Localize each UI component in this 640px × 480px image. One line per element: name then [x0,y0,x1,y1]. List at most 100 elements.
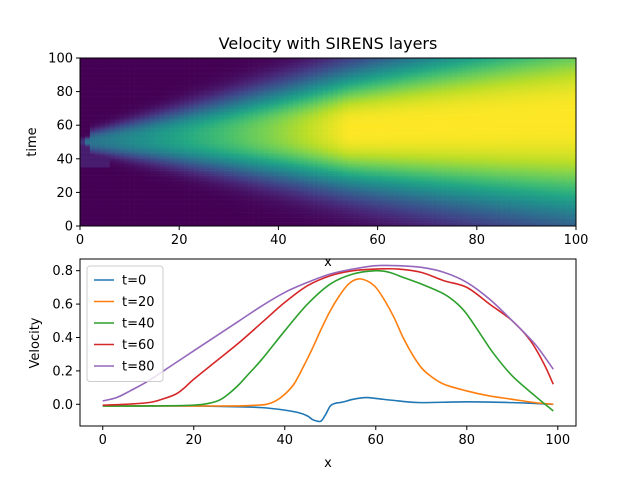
heatmap-cell [258,209,264,212]
heatmap-cell [94,61,101,64]
heatmap-cell [313,101,319,104]
heatmap-cell [139,106,145,109]
heatmap-cell [184,192,190,195]
heatmap-cell [169,168,175,171]
heatmap-cell [318,160,324,163]
heatmap-cell [144,76,150,79]
heatmap-cell [258,145,264,148]
heatmap-cell [179,111,185,114]
heatmap-cell [283,177,289,180]
heatmap-cell [298,140,304,143]
heatmap-cell [139,118,145,121]
heatmap-cell [288,219,294,222]
heatmap-cell [169,81,175,84]
heatmap-cell [283,123,289,126]
heatmap-cell [204,207,210,210]
heatmap-cell [149,217,155,220]
heatmap-cell [313,162,319,165]
heatmap-cell [243,66,249,69]
heatmap-cell [109,118,116,121]
heatmap-cell [268,199,274,202]
heatmap-cell [119,116,125,119]
heatmap-cell [298,88,304,91]
heatmap-cell [248,199,254,202]
heatmap-cell [99,217,106,220]
heatmap-cell [313,189,319,192]
heatmap-cell [283,217,289,220]
heatmap-cell [318,192,324,195]
heatmap-cell [119,165,125,168]
heatmap-cell [308,61,314,64]
heatmap-cell [313,219,319,222]
heatmap-cell [80,177,86,180]
heatmap-cell [169,220,175,223]
heatmap-cell [263,224,269,227]
heatmap-cell [94,190,101,193]
heatmap-cell [278,64,284,67]
heatmap-cell [144,162,150,165]
heatmap-cell [313,81,319,84]
heatmap-cell [164,147,170,150]
heatmap-cell [228,143,235,146]
heatmap-cell [184,199,190,202]
heatmap-cell [283,110,289,113]
heatmap-cell [104,130,111,133]
heatmap-cell [208,63,215,66]
heatmap-cell [179,66,185,69]
heatmap-cell [124,167,130,170]
heatmap-cell [263,158,269,161]
heatmap-cell [169,61,175,64]
heatmap-cell [144,91,150,94]
heatmap-cell [228,217,235,220]
heatmap-cell [134,83,140,86]
heatmap-cell [218,64,225,67]
heatmap-cell [238,69,244,72]
heatmap-cell [278,158,284,161]
heatmap-cell [253,128,259,131]
heatmap-cell [164,121,170,124]
heatmap-cell [189,69,195,72]
heatmap-cell [278,66,284,69]
heatmap-cell [223,66,230,69]
heatmap-cell [238,78,244,81]
heatmap-cell [94,207,101,210]
heatmap-cell [223,190,230,193]
heatmap-cell [253,111,259,114]
heatmap-cell [114,199,120,202]
heatmap-cell [258,200,264,203]
heatmap-cell [134,178,140,181]
heatmap-cell [84,120,91,123]
heatmap-cell [218,69,225,72]
heatmap-cell [119,106,125,109]
heatmap-cell [139,170,145,173]
heatmap-cell [308,217,314,220]
heatmap-cell [174,126,180,129]
heatmap-cell [208,89,215,92]
heatmap-cell [129,73,135,76]
heatmap-cell [154,98,160,101]
heatmap-cell [293,61,299,64]
heatmap-cell [144,135,150,138]
heatmap-cell [233,184,240,186]
heatmap-cell [194,59,200,62]
heatmap-cell [179,59,185,62]
heatmap-cell [169,118,175,121]
heatmap-cell [164,152,170,155]
heatmap-cell [154,84,160,87]
heatmap-cell [179,94,185,97]
heatmap-cell [258,96,264,99]
heatmap-cell [248,63,254,66]
heatmap-cell [80,148,86,151]
heatmap-cell [99,116,106,119]
heatmap-cell [179,147,185,150]
heatmap-cell [199,165,205,168]
heatmap-cell [99,105,106,108]
heatmap-cell [278,88,284,91]
heatmap-cell [208,147,215,150]
heatmap-cell [243,185,249,188]
heatmap-cell [243,89,249,92]
heatmap-cell [189,170,195,173]
heatmap-cell [149,81,155,84]
heatmap-cell [283,199,289,202]
heatmap-cell [213,110,220,113]
